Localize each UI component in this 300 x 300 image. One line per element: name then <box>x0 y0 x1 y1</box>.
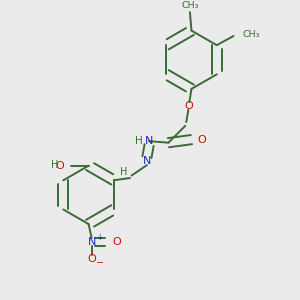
Text: +: + <box>96 233 103 242</box>
Text: O: O <box>197 135 206 145</box>
Text: N: N <box>88 238 96 248</box>
Text: H: H <box>120 167 128 178</box>
Text: −: − <box>96 258 104 268</box>
Text: O: O <box>112 238 121 248</box>
Text: CH₃: CH₃ <box>242 30 260 39</box>
Text: N: N <box>145 136 153 146</box>
Text: O: O <box>87 254 96 264</box>
Text: CH₃: CH₃ <box>182 1 199 10</box>
Text: O: O <box>55 161 64 171</box>
Text: O: O <box>184 101 193 111</box>
Text: N: N <box>143 156 151 166</box>
Text: H: H <box>135 136 142 146</box>
Text: H: H <box>51 160 59 170</box>
